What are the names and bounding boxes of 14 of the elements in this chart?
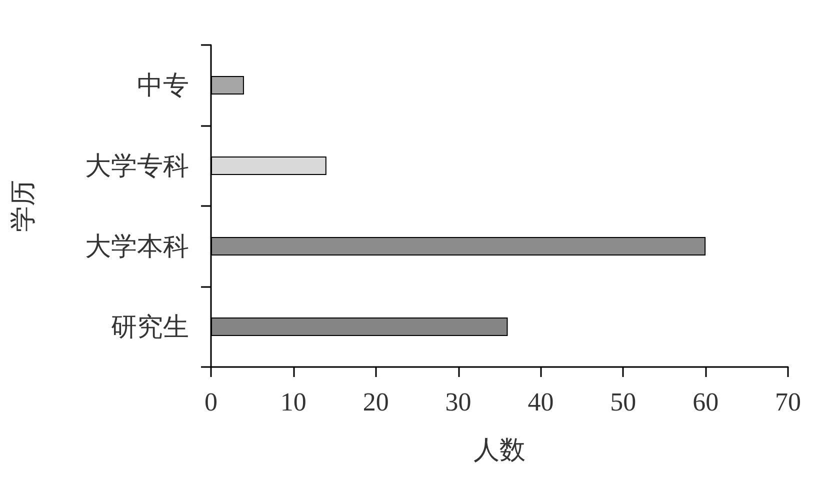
x-tick-label: 10 [280, 388, 306, 416]
x-tick-label: 60 [692, 388, 719, 416]
y-tick-label: 大学本科 [85, 232, 189, 261]
x-tick-label: 40 [528, 388, 554, 416]
x-tick-label: 20 [362, 388, 389, 416]
y-axis-title: 学历 [8, 180, 38, 232]
y-tick-label: 大学专科 [85, 151, 189, 180]
x-axis-title: 人数 [474, 436, 526, 464]
x-tick-label: 50 [610, 388, 636, 416]
x-tick-label: 70 [775, 388, 801, 416]
x-tick-label: 0 [204, 388, 218, 416]
y-tick-label: 研究生 [111, 312, 189, 342]
y-tick-label: 中专 [137, 70, 189, 100]
x-tick-label: 30 [445, 388, 472, 416]
